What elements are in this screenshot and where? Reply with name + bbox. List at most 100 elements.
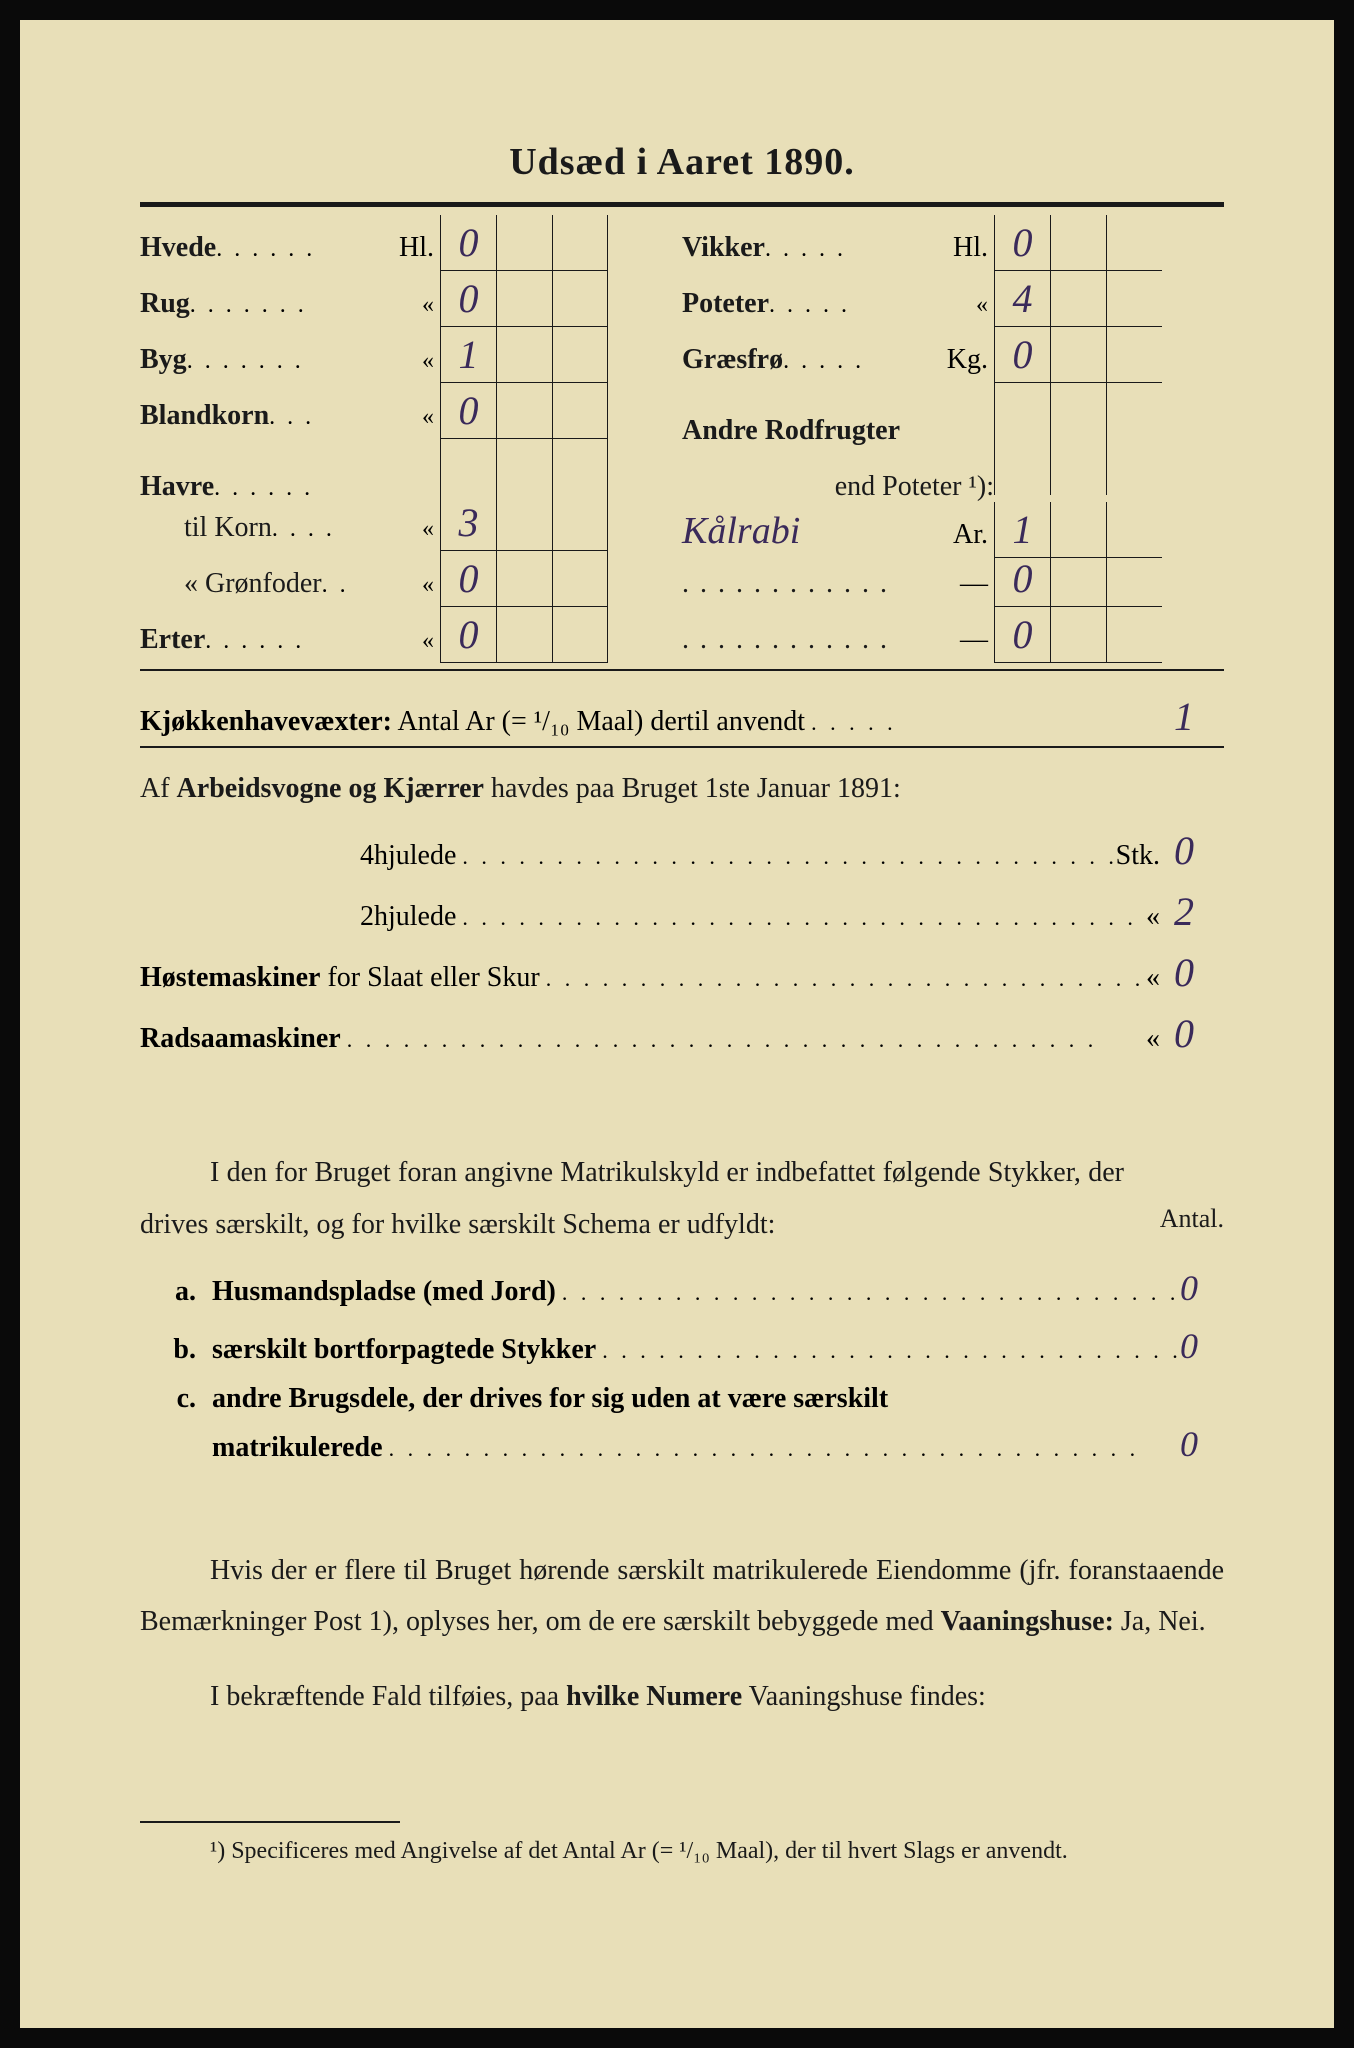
table-row: . . . . . . . . . . . .—0 (682, 551, 1224, 607)
equipment-row: 2hjulede. . . . . . . . . . . . . . . . … (140, 888, 1224, 935)
cell (1106, 271, 1162, 327)
enum-list: a.Husmandspladse (med Jord). . . . . . .… (140, 1267, 1224, 1465)
unit: « (976, 278, 994, 319)
cells: 0 (994, 327, 1162, 383)
cell (1106, 502, 1162, 558)
cell: 0 (994, 607, 1050, 663)
cell (552, 439, 608, 495)
dots: . . . . . (783, 334, 947, 375)
enum-row-cont: matrikulerede. . . . . . . . . . . . . .… (140, 1423, 1224, 1465)
enum-value: 0 (1180, 1423, 1224, 1465)
vaaningshuse-para: Hvis der er flere til Bruget hørende sær… (140, 1545, 1224, 1649)
row-label-area: Erter . . . . . . « (140, 610, 440, 656)
seed-table: Hvede . . . . . . Hl.0Rug . . . . . . . … (140, 215, 1224, 663)
cell (994, 383, 1050, 439)
enum-row: c.andre Brugsdele, der drives for sig ud… (140, 1383, 1224, 1415)
cell (496, 271, 552, 327)
cells: 3 (440, 495, 608, 551)
cell (552, 383, 608, 439)
table-row: « Grønfoder . . «0 (140, 551, 682, 607)
cell (1106, 551, 1162, 607)
bekraeftende-line: I bekræftende Fald tilføies, paa hvilke … (140, 1672, 1224, 1721)
equipment-label: Radsaamaskiner (140, 1023, 341, 1055)
unit: — (960, 554, 994, 600)
cells (994, 383, 1162, 439)
table-row: . . . . . . . . . . . .—0 (682, 607, 1224, 663)
cell (1106, 607, 1162, 663)
cell-value: 0 (459, 219, 479, 266)
para3-a: I bekræftende Fald tilføies, paa (210, 1681, 566, 1712)
dots: . . . . . (805, 710, 1174, 736)
equipment-value: 0 (1174, 827, 1224, 874)
cell: 0 (440, 271, 496, 327)
cell (1106, 383, 1162, 439)
dots: . . . . . . (205, 614, 422, 655)
table-row: end Poteter ¹): (682, 439, 1224, 495)
cell: 0 (440, 215, 496, 271)
cell-value: 0 (459, 611, 479, 658)
cells: 1 (440, 327, 608, 383)
enum-text: matrikulerede (212, 1432, 383, 1464)
unit: « (422, 334, 440, 375)
dots: . . (322, 558, 422, 599)
cell-value: 4 (1013, 275, 1033, 322)
cell: 1 (440, 327, 496, 383)
cell (1050, 215, 1106, 271)
cell: 4 (994, 271, 1050, 327)
unit: Kg. (947, 330, 994, 376)
cell (1106, 439, 1162, 495)
unit: « (422, 614, 440, 655)
para2-end: Ja, Nei. (1114, 1606, 1206, 1637)
title-rule (140, 202, 1224, 207)
dots: . . . . . . . . . . . . . . . . . . . . … (456, 844, 1115, 870)
dots: . . . . . . . . . . . . . . . . . . . . … (596, 1338, 1180, 1364)
cells: 0 (440, 551, 608, 607)
dots: . . . . . . (216, 222, 399, 263)
cell (552, 607, 608, 663)
cell (440, 439, 496, 495)
row-label: Blandkorn (140, 386, 269, 432)
cell: 0 (440, 383, 496, 439)
table-row: Blandkorn . . . «0 (140, 383, 682, 439)
row-label-area: . . . . . . . . . . . .— (682, 554, 994, 600)
row-label: Græsfrø (682, 330, 783, 376)
cell (552, 551, 608, 607)
kjokken-label: Kjøkkenhavevæxter: Antal Ar (= ¹/₁₀ Maal… (140, 706, 805, 738)
cells: 1 (994, 502, 1162, 558)
table-row: Havre . . . . . . (140, 439, 682, 495)
cell-value: 1 (1013, 506, 1033, 553)
table-bottom-rule (140, 669, 1224, 671)
cell: 0 (440, 551, 496, 607)
cell: 0 (994, 215, 1050, 271)
footnote-rule (140, 1821, 400, 1823)
dots: . . . (269, 390, 422, 431)
cell: 3 (440, 495, 496, 551)
dots: . . . . . . . (190, 278, 422, 319)
seed-right-column: Vikker . . . . . Hl.0Poteter . . . . . «… (682, 215, 1224, 663)
cell (1050, 607, 1106, 663)
cells (440, 439, 608, 495)
row-label: Rug (140, 274, 190, 320)
cell (1050, 271, 1106, 327)
row-label: « Grønfoder (140, 554, 322, 600)
table-row: Poteter . . . . . « 4 (682, 271, 1224, 327)
cell (1106, 215, 1162, 271)
document-page: Udsæd i Aaret 1890. Hvede . . . . . . Hl… (0, 0, 1354, 2048)
dots (900, 425, 994, 439)
row-label-area: Poteter . . . . . « (682, 274, 994, 320)
cells: 4 (994, 271, 1162, 327)
table-row: Hvede . . . . . . Hl.0 (140, 215, 682, 271)
cell-value: 0 (459, 275, 479, 322)
cell: 0 (994, 327, 1050, 383)
table-row: Andre Rodfrugter (682, 383, 1224, 439)
cell: 0 (994, 551, 1050, 607)
unit: « (422, 390, 440, 431)
footnote: ¹) Specificeres med Angivelse af det Ant… (140, 1833, 1224, 1869)
cell (1050, 327, 1106, 383)
row-label-area: Rug . . . . . . . « (140, 274, 440, 320)
cell (496, 607, 552, 663)
table-row: Vikker . . . . . Hl.0 (682, 215, 1224, 271)
dots: . . . . (272, 502, 422, 543)
cell-value: 0 (459, 555, 479, 602)
enum-row: a.Husmandspladse (med Jord). . . . . . .… (140, 1267, 1224, 1309)
